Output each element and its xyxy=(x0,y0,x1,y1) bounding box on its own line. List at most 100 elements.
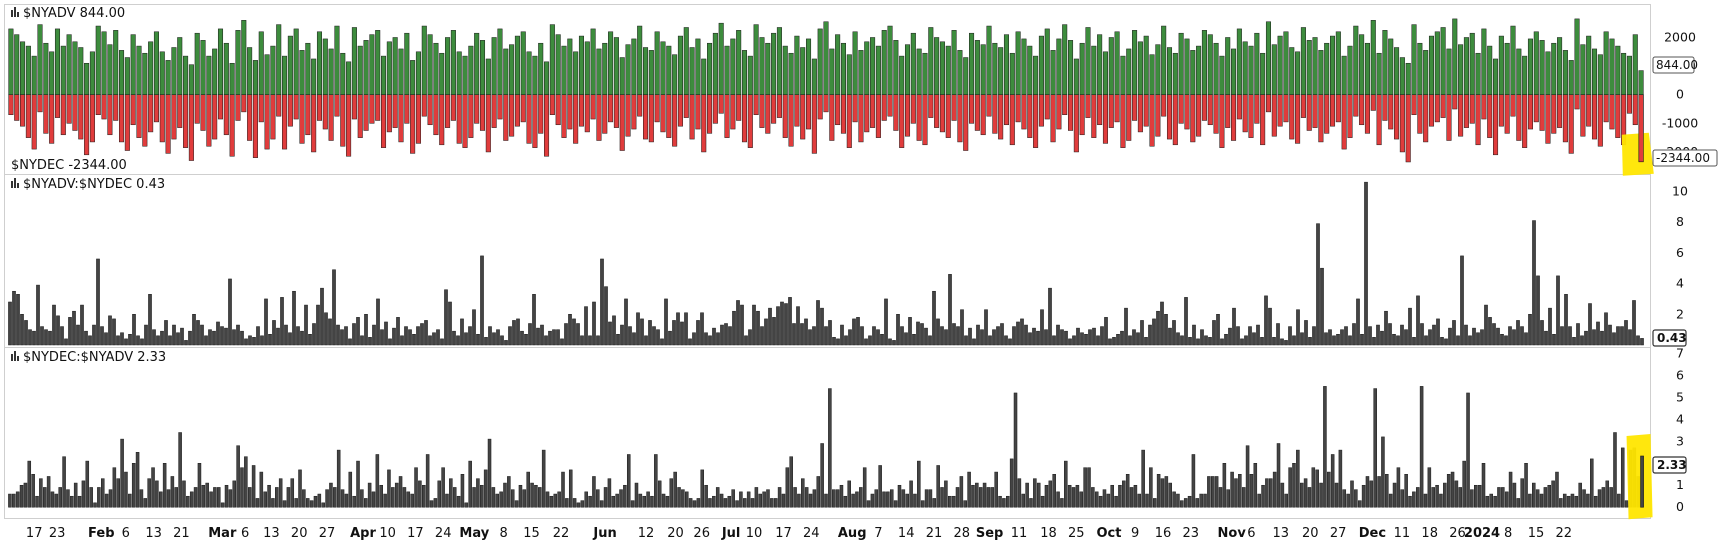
bar-ratio2-0-133 xyxy=(522,489,527,508)
bar-ratio2-0-75 xyxy=(298,469,302,508)
bar-ratio1-0-309 xyxy=(1244,335,1248,346)
bar-breadth-1-71 xyxy=(421,94,427,117)
bar-breadth-1-201 xyxy=(1178,94,1184,124)
bar-ratio2-0-197 xyxy=(770,498,774,508)
bar-ratio1-0-139 xyxy=(564,323,568,346)
bar-ratio2-0-215 xyxy=(839,484,844,508)
bar-ratio1-0-394 xyxy=(1584,330,1588,346)
bar-breadth-1-6 xyxy=(43,94,49,134)
bar-ratio1-0-35 xyxy=(148,294,152,346)
bar-breadth-1-17 xyxy=(107,94,113,136)
bar-ratio1-0-166 xyxy=(672,320,676,346)
bar-ratio2-0-362 xyxy=(1408,495,1412,508)
bar-breadth-0-244 xyxy=(1428,35,1435,95)
bar-ratio2-0-84 xyxy=(333,487,337,508)
bar-breadth-0-191 xyxy=(1120,55,1126,95)
bar-ratio1-0-97 xyxy=(396,317,400,346)
bar-breadth-0-279 xyxy=(1632,34,1638,95)
bar-breadth-0-65 xyxy=(386,41,392,95)
bar-ratio1-0-57 xyxy=(236,324,240,346)
bar-ratio2-0-380 xyxy=(1477,484,1482,508)
bar-ratio1-0-135 xyxy=(548,330,552,346)
bar-breadth-1-242 xyxy=(1417,94,1423,134)
bar-breadth-0-142 xyxy=(835,34,841,95)
bar-ratio1-0-88 xyxy=(360,335,364,346)
bar-breadth-1-16 xyxy=(101,94,107,120)
bar-ratio2-0-182 xyxy=(712,495,716,508)
bar-ratio1-0-173 xyxy=(700,312,704,346)
bar-ratio1-0-37 xyxy=(156,335,160,346)
y-tick-ratio1-1: 8 xyxy=(1676,214,1684,229)
bar-ratio1-0-160 xyxy=(648,320,652,346)
bar-breadth-1-14 xyxy=(89,94,95,143)
bar-breadth-0-204 xyxy=(1196,45,1202,95)
bar-breadth-0-46 xyxy=(276,24,282,95)
bar-ratio1-0-398 xyxy=(1600,330,1604,346)
bar-ratio1-0-336 xyxy=(1352,323,1356,346)
bar-breadth-1-218 xyxy=(1277,94,1283,127)
bar-ratio2-0-176 xyxy=(688,498,693,508)
bar-ratio2-0-92 xyxy=(364,498,368,508)
bar-ratio1-0-66 xyxy=(272,320,276,346)
bar-ratio1-0-91 xyxy=(372,324,376,346)
bar-ratio1-0-24 xyxy=(104,332,108,346)
bar-breadth-1-138 xyxy=(811,94,817,154)
bar-ratio1-0-23 xyxy=(100,326,104,346)
bar-breadth-1-250 xyxy=(1463,94,1469,128)
bar-breadth-1-209 xyxy=(1225,94,1231,128)
bar-ratio2-0-116 xyxy=(456,495,461,508)
bar-ratio2-0-66 xyxy=(263,491,267,508)
bar-breadth-1-23 xyxy=(142,94,148,147)
bar-breadth-0-182 xyxy=(1068,40,1074,95)
bar-breadth-0-64 xyxy=(381,55,387,95)
bar-ratio1-0-279 xyxy=(1124,307,1128,346)
bar-ratio2-0-39 xyxy=(159,491,163,508)
bar-ratio1-0-329 xyxy=(1324,332,1328,346)
bar-breadth-0-101 xyxy=(596,48,602,95)
bar-ratio2-0-177 xyxy=(692,500,697,508)
bar-ratio1-0-107 xyxy=(436,329,440,346)
bar-ratio2-0-238 xyxy=(928,489,933,508)
bar-ratio1-0-338 xyxy=(1360,334,1364,346)
bar-ratio2-0-118 xyxy=(464,502,469,508)
bar-ratio1-0-30 xyxy=(128,334,132,346)
bar-ratio1-0-1 xyxy=(12,290,16,346)
bar-breadth-1-145 xyxy=(852,94,858,123)
bar-ratio2-0-107 xyxy=(422,484,426,508)
x-tick-35: 25 xyxy=(1068,526,1085,541)
bar-breadth-1-116 xyxy=(683,94,689,118)
bar-ratio2-0-87 xyxy=(344,493,349,508)
bar-ratio2-0-244 xyxy=(951,495,956,508)
bar-breadth-0-53 xyxy=(316,31,322,95)
bar-breadth-1-94 xyxy=(555,94,561,126)
bar-ratio1-0-400 xyxy=(1608,324,1612,346)
bar-ratio2-0-85 xyxy=(336,449,341,508)
bar-ratio2-0-416 xyxy=(1617,493,1621,508)
bar-breadth-0-20 xyxy=(124,57,130,95)
bar-breadth-1-39 xyxy=(235,94,241,121)
bar-ratio2-0-123 xyxy=(483,469,488,508)
bar-ratio1-0-217 xyxy=(876,329,880,346)
bar-ratio2-0-157 xyxy=(615,493,619,508)
bar-breadth-1-254 xyxy=(1487,94,1493,138)
bar-ratio2-0-28 xyxy=(116,478,120,508)
bar-breadth-1-15 xyxy=(95,94,101,116)
bar-breadth-0-270 xyxy=(1580,44,1586,95)
bar-ratio1-0-289 xyxy=(1164,314,1168,346)
bar-breadth-0-45 xyxy=(270,45,276,95)
bar-ratio2-0-363 xyxy=(1412,491,1416,508)
bar-ratio1-0-100 xyxy=(408,329,412,346)
bar-ratio1-0-284 xyxy=(1144,337,1148,346)
bar-ratio2-0-202 xyxy=(789,456,793,508)
bar-ratio1-0-388 xyxy=(1560,326,1564,346)
bar-ratio1-0-52 xyxy=(216,321,220,346)
bar-breadth-1-41 xyxy=(247,94,253,141)
bar-breadth-1-106 xyxy=(625,94,631,137)
bar-breadth-1-98 xyxy=(578,94,584,127)
x-tick-26: 24 xyxy=(803,526,820,541)
bar-ratio2-0-117 xyxy=(460,474,465,508)
bar-ratio1-0-240 xyxy=(968,327,972,346)
x-tick-48: 26 xyxy=(1449,526,1466,541)
bar-ratio2-0-136 xyxy=(534,484,538,508)
bar-breadth-1-227 xyxy=(1330,94,1336,127)
